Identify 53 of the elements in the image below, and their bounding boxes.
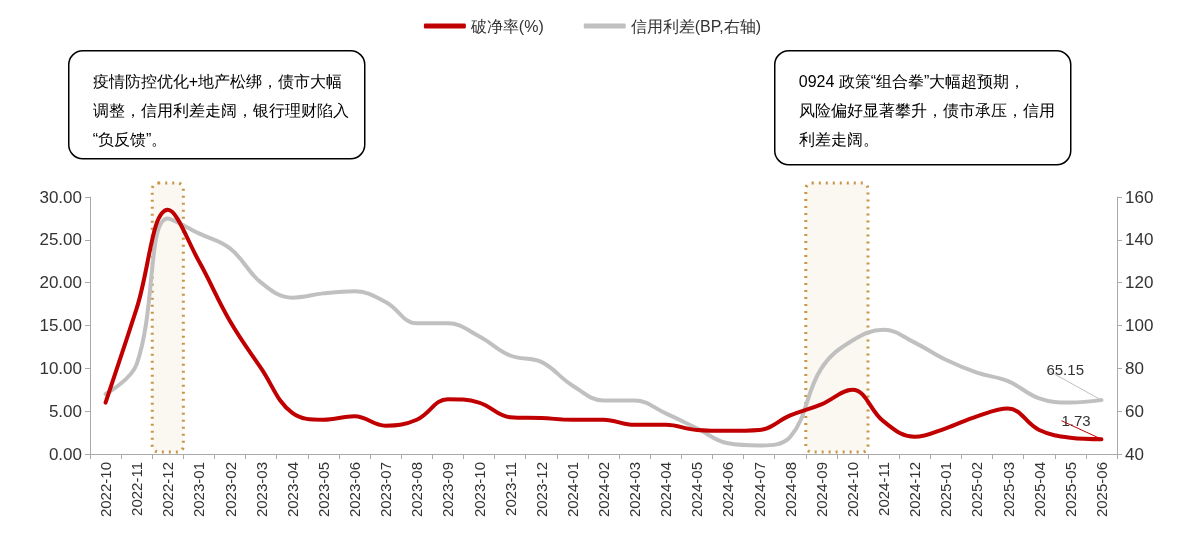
text: 0924 政策“组合拳”大幅超预期，风险偏好显著攀升，债市承压，信用利差走阔。 [798,72,1055,148]
x-tick-label: 2024-02 [595,462,612,518]
x-tick-label: 2024-11 [875,462,893,516]
x-tick-label: 2025-05 [1061,462,1079,518]
y2-tick-label: 80 [1125,358,1144,378]
data-label: 65.15 [1046,361,1084,379]
y-tick-label: 30.00 [39,187,82,207]
x-tick-label: 2023-10 [470,462,488,518]
x-tick-label: 2024-10 [843,462,861,518]
y-tick-label: 20.00 [39,273,82,293]
x-tick-label: 2023-02 [221,462,239,518]
x-tick-label: 2025-06 [1092,462,1110,518]
x-tick-label: 2024-06 [719,462,737,518]
x-tick-label: 2023-01 [190,462,208,518]
y2-tick-label: 60 [1125,401,1144,421]
x-tick-label: 2024-03 [626,462,644,518]
y2-tick-label: 40 [1125,444,1144,464]
x-tick-label: 2024-07 [750,462,768,518]
x-tick-label: 2022-11 [128,462,146,516]
x-tick-label: 2023-04 [283,462,301,518]
y-tick-label: 5.00 [48,401,82,421]
x-tick-label: 2022-10 [97,462,115,518]
data-label: 1.73 [1061,412,1091,430]
y2-tick-label: 140 [1125,230,1154,250]
x-tick-label: 2023-09 [439,462,457,518]
x-tick-label: 2024-09 [812,462,830,518]
x-tick-label: 2023-08 [408,462,426,518]
x-tick-label: 2023-11 [501,462,519,516]
x-tick-label: 2022-12 [159,462,177,518]
y-tick-label: 10.00 [39,358,82,378]
x-tick-label: 2023-07 [377,462,395,518]
legend-label: 信用利差(BP,右轴) [630,17,762,35]
y-tick-label: 0.00 [48,444,82,464]
y2-tick-label: 160 [1125,187,1154,207]
legend-label: 破净率(%) [469,17,544,35]
x-tick-label: 2024-01 [563,462,581,518]
y2-tick-label: 100 [1125,316,1154,335]
y-tick-label: 25.00 [39,230,82,250]
x-tick-label: 2025-04 [1030,462,1048,518]
y-tick-label: 15.00 [39,316,82,335]
x-tick-label: 2023-05 [314,462,332,518]
x-tick-label: 2023-06 [346,462,364,518]
y2-tick-label: 120 [1125,273,1154,293]
x-tick-label: 2025-01 [937,462,955,518]
x-tick-label: 2024-12 [906,462,924,518]
x-tick-label: 2023-12 [532,462,550,518]
x-tick-label: 2024-05 [688,462,706,518]
x-tick-label: 2023-03 [252,462,270,518]
x-tick-label: 2024-08 [781,462,799,518]
x-tick-label: 2024-04 [657,462,675,518]
x-tick-label: 2025-03 [999,462,1017,518]
text: 疫情防控优化+地产松绑，债市大幅调整，信用利差走阔，银行理财陷入“负反馈”。 [92,72,349,148]
x-tick-label: 2025-02 [968,462,986,518]
